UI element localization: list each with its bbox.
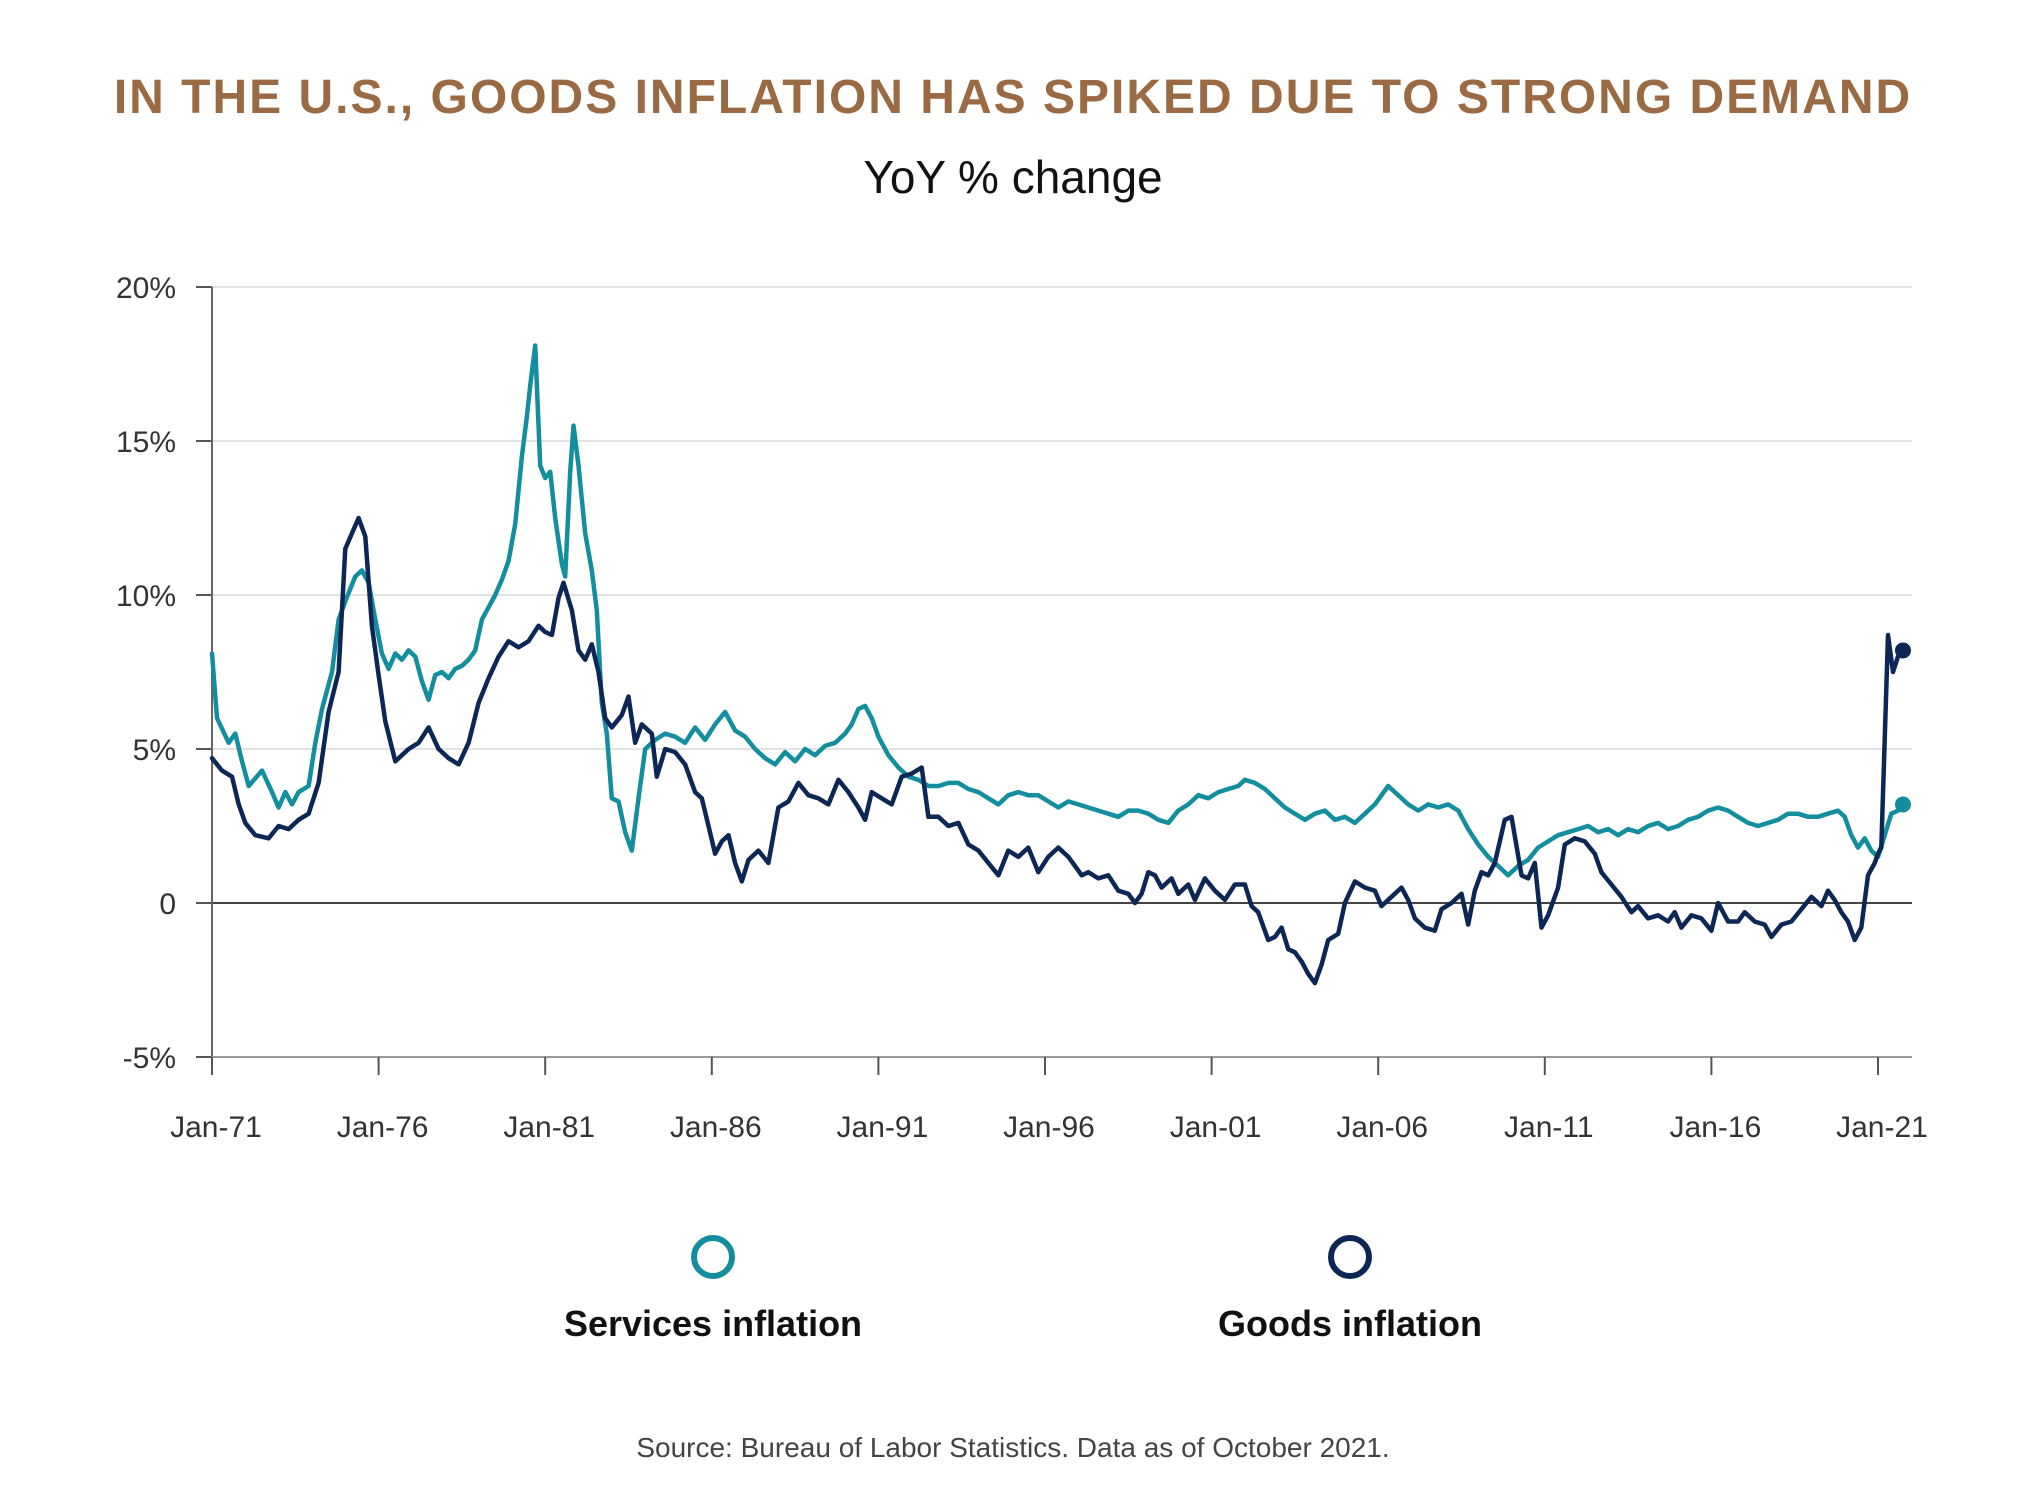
x-tick-label: Jan-91 xyxy=(837,1111,929,1144)
y-tick-label: 5% xyxy=(133,734,176,767)
x-tick-label: Jan-01 xyxy=(1170,1111,1262,1144)
y-tick-label: 20% xyxy=(116,272,176,305)
source-note: Source: Bureau of Labor Statistics. Data… xyxy=(636,1432,1390,1463)
x-tick-label: Jan-21 xyxy=(1836,1111,1928,1144)
x-tick-label: Jan-06 xyxy=(1336,1111,1428,1144)
chart-subtitle: YoY % change xyxy=(863,151,1163,203)
line-chart: 20% 15% 10% 5% 0 -5% Jan-71 Jan-76 Jan-81 Jan-86 J… xyxy=(116,272,1928,1144)
series-line-services xyxy=(209,343,1906,878)
axes: 20% 15% 10% 5% 0 -5% Jan-71 Jan-76 Jan-81 Jan-86 J… xyxy=(116,272,1928,1144)
x-tick-label: Jan-81 xyxy=(503,1111,595,1144)
legend-label-services: Services inflation xyxy=(563,1303,863,1344)
y-tick-label: 10% xyxy=(116,580,176,613)
y-tick-label: -5% xyxy=(123,1042,176,1075)
services-legend-circle-icon xyxy=(691,1235,735,1279)
x-tick-label: Jan-76 xyxy=(337,1111,429,1144)
chart-title: IN THE U.S., GOODS INFLATION HAS SPIKED … xyxy=(113,71,1913,124)
y-tick-label: 0 xyxy=(159,888,176,921)
series-end-point-services xyxy=(1894,796,1911,813)
series-line-goods xyxy=(209,515,1906,986)
x-tick-label: Jan-16 xyxy=(1670,1111,1762,1144)
x-tick-label: Jan-71 xyxy=(170,1111,262,1144)
y-tick-label: 15% xyxy=(116,426,176,459)
series-end-point-goods xyxy=(1894,642,1911,659)
gridlines xyxy=(212,286,1912,1058)
x-tick-label: Jan-96 xyxy=(1003,1111,1095,1144)
x-tick-label: Jan-86 xyxy=(670,1111,762,1144)
series-lines xyxy=(209,343,1911,986)
legend-item-services: Services inflation xyxy=(493,1235,933,1345)
legend-item-goods: Goods inflation xyxy=(1130,1235,1570,1345)
x-tick-label: Jan-11 xyxy=(1504,1111,1594,1144)
goods-legend-circle-icon xyxy=(1328,1235,1372,1279)
legend-label-goods: Goods inflation xyxy=(1218,1303,1482,1344)
